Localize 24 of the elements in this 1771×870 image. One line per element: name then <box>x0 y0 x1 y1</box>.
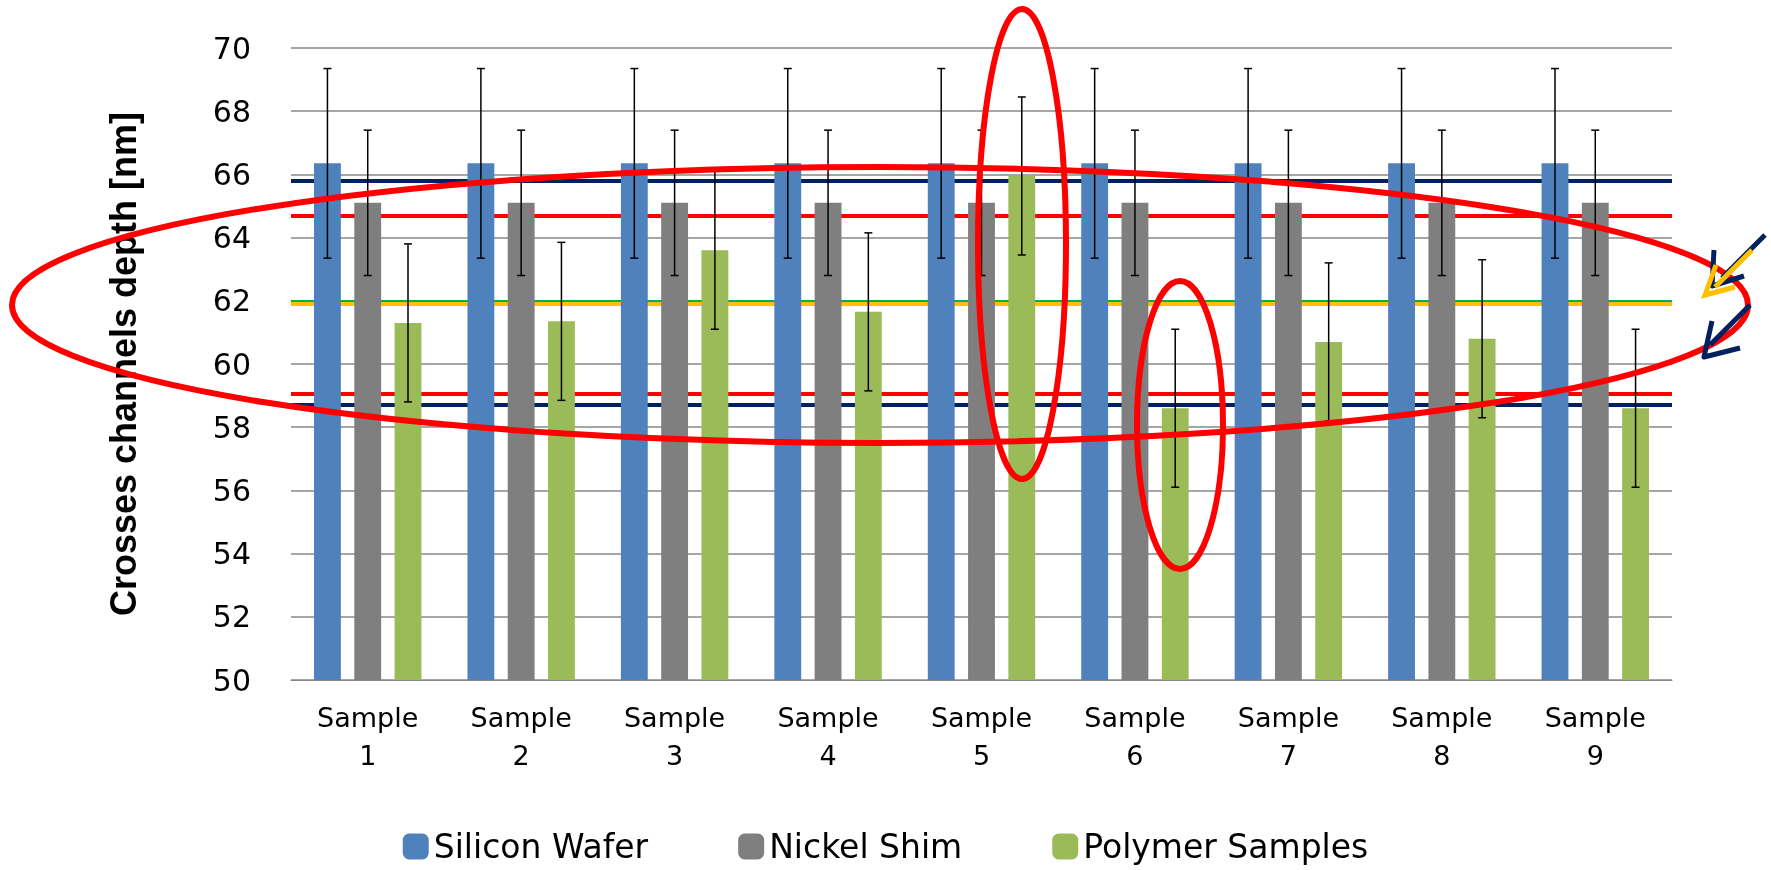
x-tick-label: Sample 5 <box>930 701 1033 771</box>
legend-label: Polymer Samples <box>1083 827 1369 866</box>
y-tick-label: 62 <box>212 283 251 319</box>
y-tick-label: 56 <box>212 472 251 508</box>
y-tick-label: 60 <box>212 346 251 382</box>
y-tick-label: 50 <box>212 662 251 698</box>
legend-label: Nickel Shim <box>769 827 963 866</box>
y-tick-label: 54 <box>212 536 251 572</box>
y-tick-label: 58 <box>212 409 251 445</box>
x-tick-label: Sample 9 <box>1544 701 1646 771</box>
y-axis-title: Crosses channels depth [nm] <box>102 111 144 617</box>
y-tick-label: 68 <box>212 93 251 129</box>
x-tick-label: Sample 6 <box>1084 701 1186 771</box>
legend-label: Silicon Wafer <box>433 827 649 866</box>
y-tick-label: 66 <box>212 156 251 192</box>
x-tick-label: Sample 1 <box>317 701 419 771</box>
x-tick-label: Sample 8 <box>1391 701 1493 771</box>
y-tick-label: 70 <box>212 30 251 66</box>
x-tick-label: Sample 7 <box>1237 701 1340 771</box>
y-tick-label: 52 <box>212 599 251 635</box>
x-tick-label: Sample 2 <box>470 701 572 771</box>
x-tick-label: Sample 3 <box>623 701 726 771</box>
y-tick-label: 64 <box>212 220 251 256</box>
x-tick-label: Sample 4 <box>777 701 879 771</box>
